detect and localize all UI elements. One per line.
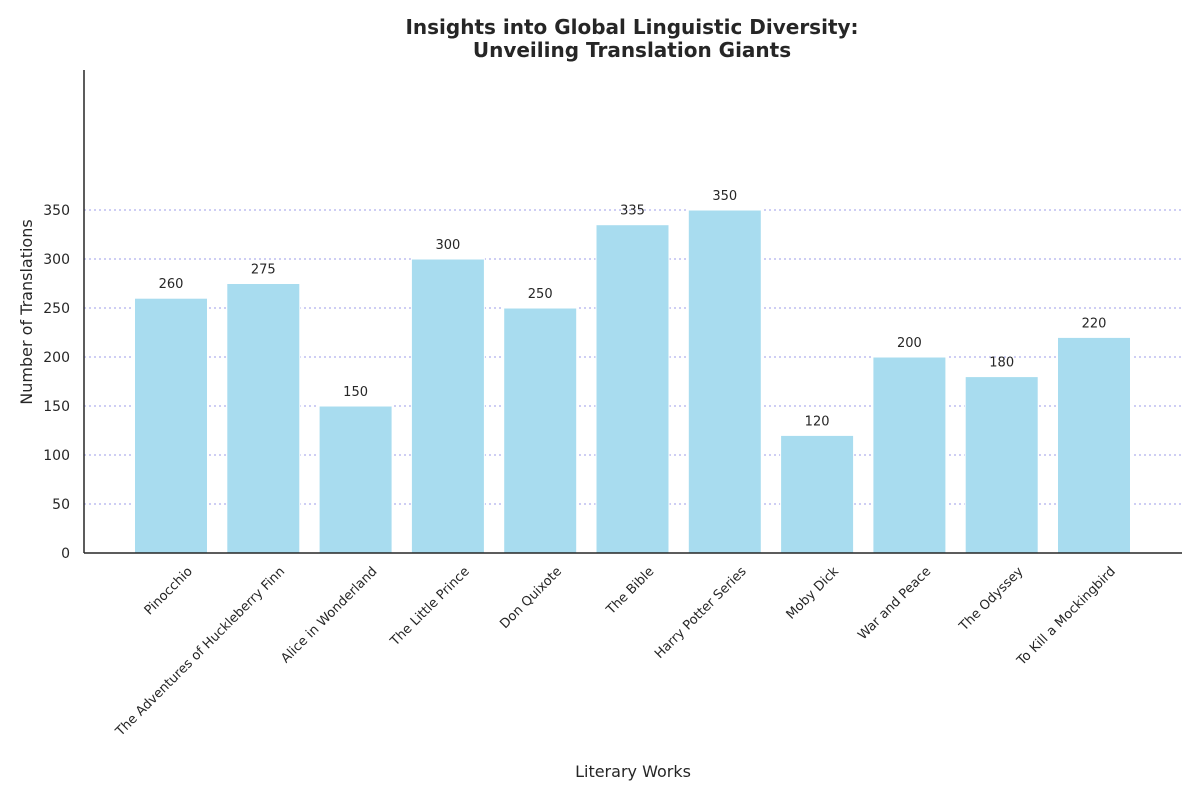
y-tick-label: 300: [43, 252, 70, 268]
bar-value-label: 200: [897, 336, 922, 351]
y-axis-label: Number of Translations: [17, 219, 36, 404]
bar: [964, 376, 1039, 554]
x-tick-label: Pinocchio: [142, 564, 196, 618]
x-tick-label: The Bible: [603, 564, 657, 618]
y-tick-label: 350: [43, 203, 70, 219]
bar-value-label: 150: [343, 385, 368, 400]
x-tick-label: To Kill a Mockingbird: [1014, 564, 1119, 669]
bar: [872, 356, 947, 554]
x-tick-label: The Adventures of Huckleberry Finn: [112, 564, 288, 740]
bars: [134, 209, 1131, 554]
data-labels: 260 275 150 300 250 335 350 120 200 180 220: [159, 189, 1107, 429]
bar: [1057, 336, 1131, 554]
chart-subtitle: Unveiling Translation Giants: [473, 38, 791, 62]
bar-value-label: 120: [805, 414, 830, 429]
x-tick-label: The Odyssey: [956, 564, 1027, 635]
bar-value-label: 275: [251, 263, 276, 278]
bar: [134, 297, 208, 554]
y-tick-label: 200: [43, 350, 70, 366]
bar-value-label: 180: [989, 356, 1014, 371]
chart-title: Insights into Global Linguistic Diversit…: [405, 15, 858, 39]
y-tick-label: 150: [43, 399, 70, 415]
x-tick-label: The Little Prince: [387, 564, 473, 650]
bar: [503, 307, 578, 554]
bar-value-label: 250: [528, 287, 553, 302]
x-tick-label: Don Quixote: [497, 564, 565, 632]
bar-value-label: 260: [159, 277, 184, 292]
x-axis-label: Literary Works: [575, 762, 691, 781]
x-tick-label: Moby Dick: [784, 564, 843, 623]
x-tick-label: Alice in Wonderland: [278, 564, 380, 666]
bar: [226, 283, 301, 554]
y-tick-label: 100: [43, 448, 70, 464]
y-tick-label: 0: [61, 546, 70, 562]
bar-value-label: 335: [620, 204, 645, 219]
bar-value-label: 220: [1082, 316, 1107, 331]
x-tick-label: Harry Potter Series: [652, 564, 750, 662]
x-tick-label: War and Peace: [855, 564, 934, 643]
y-tick-label: 250: [43, 301, 70, 317]
bar-value-label: 300: [435, 238, 460, 253]
bar: [780, 434, 855, 554]
bar: [687, 209, 762, 554]
bar: [410, 258, 485, 554]
bar-value-label: 350: [712, 189, 737, 204]
y-tick-label: 50: [52, 497, 70, 513]
y-ticks: 0 50 100 150 200 250 300 350: [43, 203, 70, 562]
bar: [595, 224, 670, 554]
bar: [318, 405, 393, 554]
